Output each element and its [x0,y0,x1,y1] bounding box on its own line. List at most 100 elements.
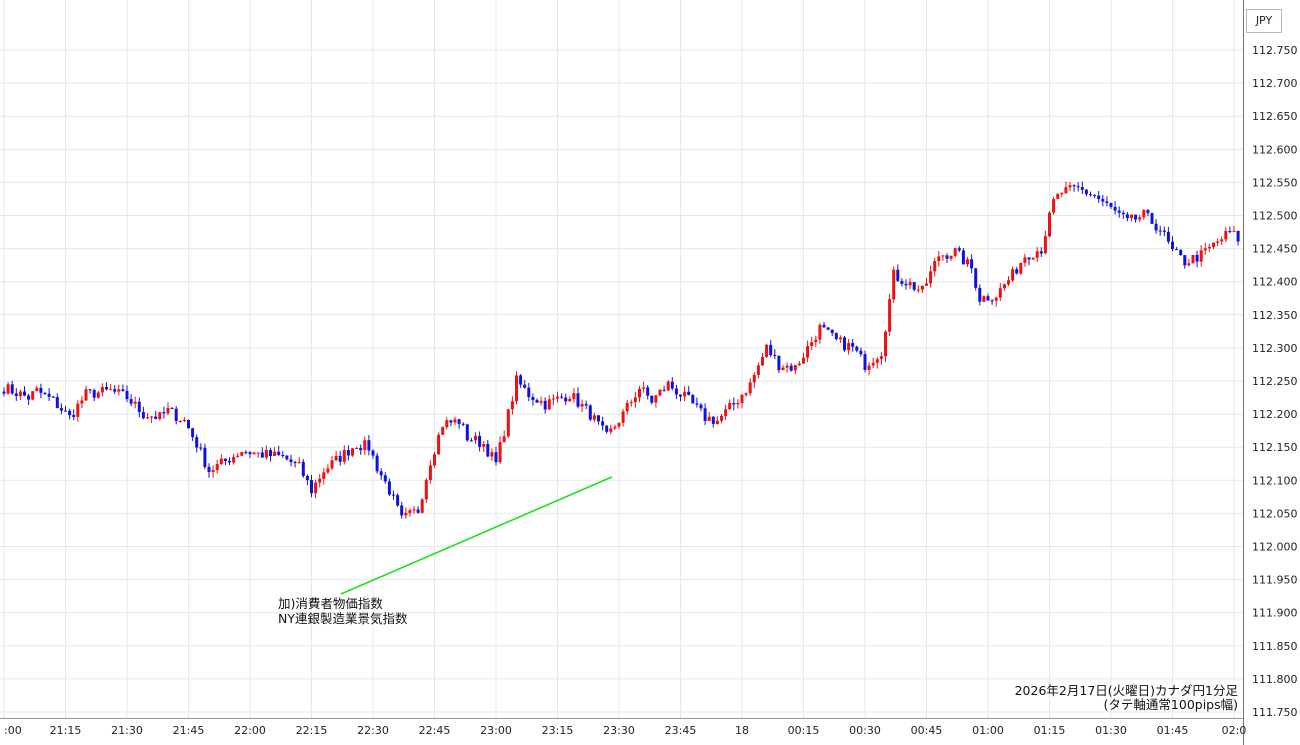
y-tick-label: 111.850 [1252,640,1298,653]
candle [822,322,826,328]
candle [695,397,699,408]
candle [1236,230,1240,246]
candle [10,380,14,395]
candle [55,393,59,409]
x-tick-label: 21:30 [111,724,143,737]
candle [404,507,408,519]
candle [568,396,572,402]
candle [64,406,67,412]
candle [515,371,518,405]
candle [662,385,666,392]
candle [715,416,719,425]
candle [720,414,723,424]
candle [683,386,687,402]
candle [666,380,670,392]
time-axis[interactable]: :00 21:15 21:30 21:45 22:00 22:15 22:30 22:45 23… [4,724,1246,737]
candle [1158,225,1162,236]
candle [351,448,354,457]
candle [162,406,166,419]
caption-line-2: (タテ軸通常100pips幅) [1103,697,1238,712]
candle [601,416,605,431]
candle [396,493,400,508]
candle [1183,254,1187,269]
candle [428,460,432,484]
candle [802,352,805,364]
candle [125,385,129,403]
candle [769,339,773,358]
candle [334,450,338,462]
candle [117,384,121,396]
candle [297,456,301,465]
candle [933,257,937,277]
y-tick-label: 112.200 [1252,408,1298,421]
candle [916,285,920,294]
candle [929,265,933,288]
x-tick-label: 00:45 [911,724,943,737]
x-tick-label: 01:45 [1157,724,1189,737]
y-tick-label: 112.450 [1252,243,1298,256]
candle [966,256,969,267]
candle [88,388,92,394]
candle [1113,201,1117,215]
candle [23,386,26,397]
annotation-line-2: NY連銀製造業景気指数 [278,611,408,626]
candle [293,460,297,468]
candle [490,448,494,461]
candle [170,406,174,410]
candle [305,474,309,486]
candle [39,383,43,399]
candle [47,388,51,401]
plot-background [0,0,1243,718]
candle [547,395,551,410]
candle [51,395,55,398]
candle [498,436,502,464]
candle [121,384,125,392]
x-tick-label: 00:15 [788,724,820,737]
candle [580,399,584,413]
candle [346,445,350,461]
candle [564,393,568,405]
chart-caption: 2026年2月17日(火曜日)カナダ円1分足 (タテ軸通常100pips幅) [1015,684,1238,712]
candle [166,402,170,416]
candle [650,395,654,405]
caption-line-1: 2026年2月17日(火曜日)カナダ円1分足 [1014,683,1238,698]
candle [1076,182,1080,192]
candle [199,443,203,451]
candle [1117,206,1121,218]
candle [834,332,838,341]
candle [1035,246,1039,262]
y-tick-label: 112.050 [1252,507,1298,520]
candle [843,336,846,352]
y-tick-label: 112.100 [1252,474,1298,487]
candle [703,403,707,426]
candle [855,345,859,353]
candle [1216,238,1220,246]
candle [478,431,482,452]
currency-label[interactable]: JPY [1246,9,1282,33]
candle [732,397,736,411]
candle [1224,227,1228,243]
price-axis[interactable]: 112.750 112.700 112.650 112.600 112.550 112.5… [1252,44,1298,719]
candle [453,416,457,426]
candle [970,254,974,274]
candle [1207,243,1211,253]
candle [851,339,855,352]
candle [27,393,31,406]
x-tick-label: 22:30 [357,724,389,737]
candle [371,449,375,459]
candle [744,392,748,397]
candle [830,329,834,337]
candle [1023,253,1027,267]
candle [285,455,289,461]
candle [1101,194,1105,207]
candle [244,450,248,455]
y-tick-label: 112.350 [1252,309,1298,322]
candle [945,253,949,263]
candle [773,349,777,360]
candle [711,416,715,428]
candle [486,439,490,458]
candle [191,427,195,441]
candle [884,330,887,362]
candle [687,386,691,396]
